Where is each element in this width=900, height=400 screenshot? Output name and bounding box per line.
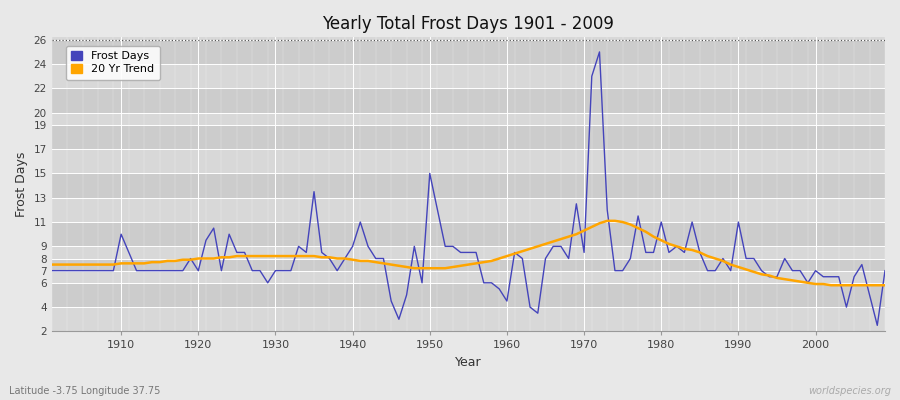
Y-axis label: Frost Days: Frost Days	[15, 152, 28, 217]
Bar	[51, 246, 885, 258]
Bar	[51, 40, 885, 64]
X-axis label: Year: Year	[455, 356, 482, 369]
Bar	[51, 149, 885, 174]
Bar	[51, 88, 885, 113]
Bar	[51, 307, 885, 332]
Bar	[51, 125, 885, 149]
Bar	[51, 271, 885, 283]
Legend: Frost Days, 20 Yr Trend: Frost Days, 20 Yr Trend	[66, 46, 160, 80]
Text: worldspecies.org: worldspecies.org	[808, 386, 891, 396]
Bar	[51, 198, 885, 222]
Title: Yearly Total Frost Days 1901 - 2009: Yearly Total Frost Days 1901 - 2009	[322, 15, 615, 33]
Bar	[51, 222, 885, 246]
Bar	[51, 113, 885, 125]
Bar	[51, 283, 885, 307]
Bar	[51, 174, 885, 198]
Bar	[51, 64, 885, 88]
Text: Latitude -3.75 Longitude 37.75: Latitude -3.75 Longitude 37.75	[9, 386, 160, 396]
Bar	[51, 258, 885, 271]
